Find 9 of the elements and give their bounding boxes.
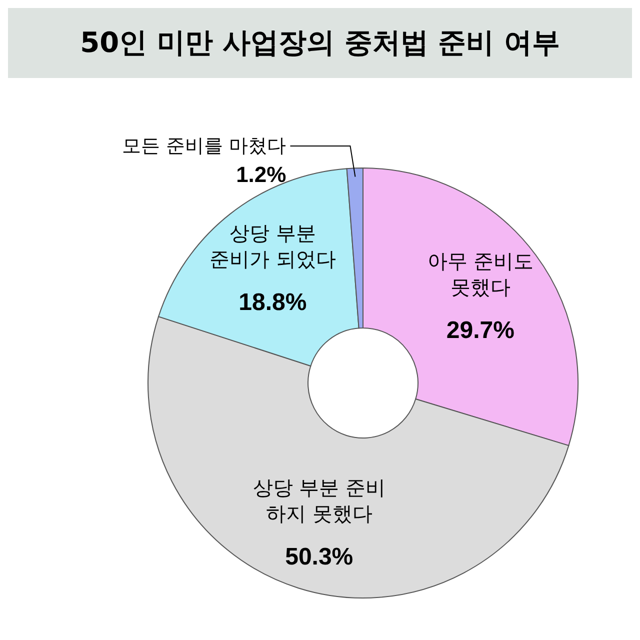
data-label: 29.7% [446, 316, 514, 344]
data-label: 1.2% [236, 162, 286, 187]
data-label: 18.8% [238, 289, 307, 316]
slice-label: 상당 부분 준비 하지 못했다 [252, 475, 386, 526]
data-label: 50.3% [285, 543, 354, 570]
slice-label: 상당 부분 준비가 되었다 [209, 221, 336, 272]
chart-title: 50인 미만 사업장의 중처법 준비 여부 [8, 8, 632, 78]
slice-label: 모든 준비를 마쳤다 [122, 135, 286, 157]
slice-label: 아무 준비도 못했다 [427, 248, 534, 299]
